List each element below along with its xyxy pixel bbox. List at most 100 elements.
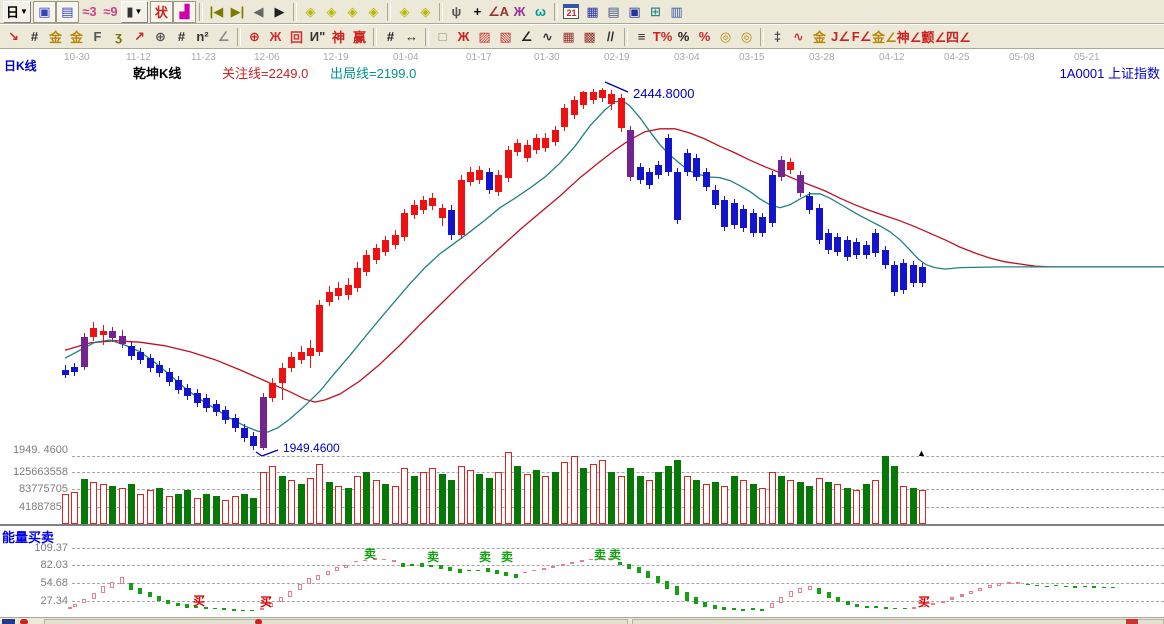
ray-fan-icon[interactable]: Ж — [453, 27, 474, 47]
volume-bar — [100, 484, 107, 524]
energy-up-marker — [960, 594, 964, 597]
n-quote-icon[interactable]: И" — [307, 27, 328, 47]
gold-coin-icon[interactable]: ◎ — [715, 27, 736, 47]
grid-chart-icon[interactable]: ▦ — [558, 27, 579, 47]
black-grid-icon[interactable]: # — [380, 27, 401, 47]
wave-3-icon[interactable]: ≈3 — [79, 2, 100, 22]
circle-compass-icon[interactable]: ⊕ — [150, 27, 171, 47]
grid-chart2-icon[interactable]: ▩ — [579, 27, 600, 47]
gold-analysis2-icon-glyph: 金 — [69, 30, 83, 45]
period-selector-button[interactable]: 日 ▼ — [3, 0, 31, 23]
gold-box-icon[interactable]: 金 — [809, 27, 830, 47]
spiral-icon[interactable]: ʒ — [108, 27, 129, 47]
toolbar-separator — [425, 27, 429, 46]
energy-down-marker — [467, 569, 471, 572]
zoom-right-diamond-icon[interactable]: ◈ — [321, 2, 342, 22]
shen-icon[interactable]: 神 — [328, 27, 349, 47]
zigzag-icon[interactable]: ∿ — [537, 27, 558, 47]
j-angle-icon[interactable]: J∠ — [830, 27, 851, 47]
notebook-icon[interactable]: ▤ — [603, 2, 624, 22]
red-pen-icon[interactable]: ↗ — [129, 27, 150, 47]
date-tick-label: 01-04 — [393, 52, 419, 63]
chart-area[interactable]: 10-30 11-12 11-23 12-06 12-19 01-04 01-17 01-30… — [0, 50, 1164, 617]
parallel-lines-icon[interactable]: // — [600, 27, 621, 47]
f-angle-icon[interactable]: F∠ — [851, 27, 872, 47]
volume-bar — [655, 472, 662, 524]
energy-down-marker — [732, 608, 736, 611]
volume-bar — [467, 469, 474, 524]
shift-left-diamond-icon[interactable]: ◈ — [394, 2, 415, 22]
percent-lines-icon[interactable]: % — [694, 27, 715, 47]
gold-analysis-icon[interactable]: 金 — [45, 27, 66, 47]
shift-right-diamond-icon[interactable]: ◈ — [415, 2, 436, 22]
gold-coin2-icon[interactable]: ◎ — [736, 27, 757, 47]
percent-t-icon[interactable]: T% — [652, 27, 673, 47]
pan-hand-icon[interactable]: ψ — [446, 2, 467, 22]
purple-net-icon[interactable]: Ж — [509, 2, 530, 22]
candle — [900, 263, 907, 290]
volume-bar — [712, 482, 719, 524]
f-grid-icon[interactable]: F — [87, 27, 108, 47]
ruler-ticks-icon[interactable]: # — [171, 27, 192, 47]
energy-up-marker — [931, 603, 935, 606]
draw-pen-icon[interactable]: ↘ — [3, 27, 24, 47]
four-angle-icon[interactable]: 四∠ — [946, 27, 971, 47]
calendar-21-icon[interactable]: 21 — [561, 2, 582, 22]
compress-diamond-icon[interactable]: ◈ — [363, 2, 384, 22]
starburst-icon[interactable]: Ж — [265, 27, 286, 47]
wave-9-icon[interactable]: ≈9 — [100, 2, 121, 22]
exit-line-value: 出局线=2199.0 — [330, 66, 417, 81]
window-overlay-icon[interactable]: ▣ — [32, 0, 56, 23]
wave-overlay-icon[interactable]: ∿ — [788, 27, 809, 47]
energy-up-marker — [307, 578, 311, 585]
alert-status-icon[interactable] — [20, 619, 28, 624]
grid-ticks-icon[interactable]: # — [24, 27, 45, 47]
energy-down-marker — [476, 569, 480, 572]
angle-measure-icon[interactable]: ∠A — [488, 2, 509, 22]
data-export-icon[interactable]: ▥ — [666, 2, 687, 22]
step-forward-icon[interactable]: ▶ — [269, 2, 290, 22]
candle — [203, 397, 210, 408]
frame-tool-icon[interactable]: □ — [432, 27, 453, 47]
target-circle-icon[interactable]: ⊕ — [244, 27, 265, 47]
step-back-icon[interactable]: ◀ — [248, 2, 269, 22]
info-list-icon[interactable]: ▤ — [55, 0, 79, 23]
volume-bar — [476, 474, 483, 524]
spiral-square-icon[interactable]: 回 — [286, 27, 307, 47]
candle — [524, 144, 531, 158]
energy-up-marker — [950, 597, 954, 600]
color-histogram-icon[interactable]: ▟ — [172, 0, 196, 23]
ray-box-icon[interactable]: ▧ — [495, 27, 516, 47]
network-status-icon[interactable] — [2, 619, 15, 624]
width-measure-icon[interactable]: ↔ — [401, 27, 422, 47]
gold-analysis2-icon[interactable]: 金 — [66, 27, 87, 47]
calculator-icon[interactable]: ▦ — [582, 2, 603, 22]
trend-angles-icon[interactable]: ∠ — [516, 27, 537, 47]
energy-up-marker — [354, 560, 358, 563]
skip-last-icon[interactable]: ▶| — [227, 2, 248, 22]
expand-diamond-icon[interactable]: ◈ — [342, 2, 363, 22]
energy-up-marker — [770, 603, 774, 609]
skip-first-icon[interactable]: |◀ — [206, 2, 227, 22]
shen-angle-icon[interactable]: 神∠ — [897, 27, 922, 47]
candle — [514, 143, 521, 152]
energy-down-marker — [166, 599, 170, 605]
scale-ruler-icon[interactable]: ≡ — [631, 27, 652, 47]
measure-pen-icon[interactable]: ‡ — [767, 27, 788, 47]
n-squared-icon[interactable]: n² — [192, 27, 213, 47]
percent-icon[interactable]: % — [673, 27, 694, 47]
teal-knot-icon[interactable]: ω — [530, 2, 551, 22]
candle — [891, 264, 898, 292]
screenshot-icon[interactable]: ⊞ — [645, 2, 666, 22]
volume-bar — [335, 486, 342, 524]
ying-icon[interactable]: 赢 — [349, 27, 370, 47]
fan-box-icon[interactable]: ▨ — [474, 27, 495, 47]
angle-tool-icon[interactable]: ∠ — [213, 27, 234, 47]
save-floppy-icon[interactable]: ▣ — [624, 2, 645, 22]
candle-style-button[interactable]: ▮ ▼ — [120, 0, 148, 23]
zoom-left-diamond-icon[interactable]: ◈ — [300, 2, 321, 22]
zhuan-angle-icon[interactable]: 颤∠ — [921, 27, 946, 47]
crosshair-icon[interactable]: + — [467, 2, 488, 22]
gold-angle-icon[interactable]: 金∠ — [872, 27, 897, 47]
zhuang-tool-icon[interactable]: 状 — [149, 0, 173, 23]
